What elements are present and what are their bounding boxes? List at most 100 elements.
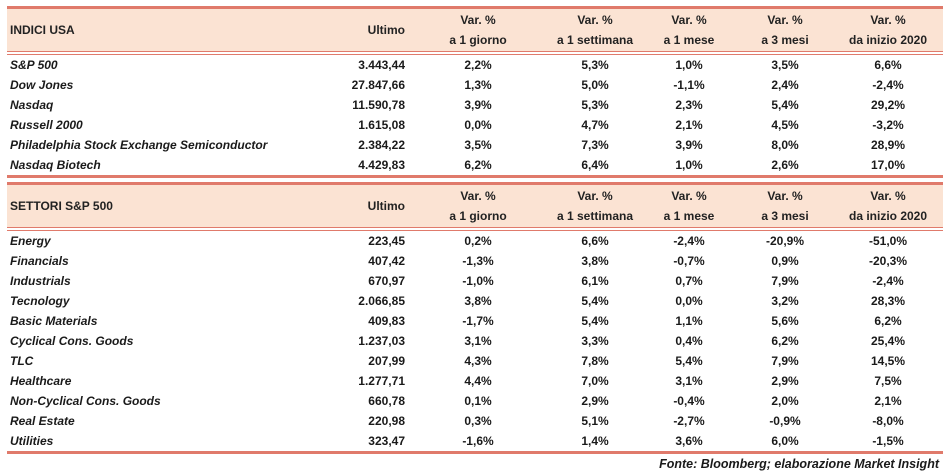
col-3mesi: Var. % a 3 mesi (761, 188, 809, 223)
col-settimana: Var. % a 1 settimana (556, 188, 634, 223)
var-ytd: 28,9% (870, 137, 906, 152)
ultimo: 223,45 (368, 233, 405, 248)
ultimo: 2.066,85 (358, 293, 405, 308)
var-giorno: -1,0% (462, 273, 494, 288)
col-ytd: Var. % da inizio 2020 (848, 12, 928, 47)
ultimo: 2.384,22 (358, 137, 405, 152)
var-ytd: 6,2% (874, 313, 902, 328)
ultimo: 1.237,03 (358, 333, 405, 348)
col-ultimo: Ultimo (367, 198, 405, 213)
table-row: TLC 207,99 4,3% 7,8% 5,4% 7,9% 14,5% (7, 351, 943, 371)
settori-table: SETTORI S&P 500 Ultimo Var. % a 1 giorno … (7, 182, 943, 454)
section-title: SETTORI S&P 500 (10, 198, 113, 213)
table-row: Nasdaq 11.590,78 3,9% 5,3% 2,3% 5,4% 29,2% (7, 95, 943, 115)
var-settimana: 3,8% (581, 253, 609, 268)
var-giorno: 3,9% (464, 97, 492, 112)
var-ytd: 28,3% (870, 293, 906, 308)
var-settimana: 6,4% (581, 157, 609, 172)
var-mese: 1,1% (675, 313, 703, 328)
var-3mesi: 4,5% (771, 117, 799, 132)
var-3mesi: 2,0% (771, 393, 799, 408)
var-ytd: 17,0% (870, 157, 906, 172)
var-ytd: 6,6% (874, 57, 902, 72)
ultimo: 220,98 (368, 413, 405, 428)
var-3mesi: 0,9% (771, 253, 799, 268)
var-ytd: -2,4% (872, 273, 904, 288)
section-title: INDICI USA (10, 22, 75, 37)
var-settimana: 6,6% (581, 233, 609, 248)
table-row: Financials 407,42 -1,3% 3,8% -0,7% 0,9% -20,3% (7, 251, 943, 271)
var-giorno: 0,2% (464, 233, 492, 248)
var-mese: 5,4% (675, 353, 703, 368)
table-row: Cyclical Cons. Goods 1.237,03 3,1% 3,3% 0,4%… (7, 331, 943, 351)
ultimo: 207,99 (368, 353, 405, 368)
var-giorno: 0,0% (464, 117, 492, 132)
row-label: Industrials (10, 273, 71, 288)
row-label: Tecnology (10, 293, 70, 308)
ultimo: 409,83 (368, 313, 405, 328)
var-settimana: 3,3% (581, 333, 609, 348)
row-label: Nasdaq Biotech (10, 157, 101, 172)
var-settimana: 7,3% (581, 137, 609, 152)
var-ytd: 2,1% (874, 393, 902, 408)
var-3mesi: 6,2% (771, 333, 799, 348)
ultimo: 670,97 (368, 273, 405, 288)
table-row: Non-Cyclical Cons. Goods 660,78 0,1% 2,9% -0… (7, 391, 943, 411)
var-3mesi: 5,6% (771, 313, 799, 328)
var-giorno: -1,3% (462, 253, 494, 268)
row-label: Dow Jones (10, 77, 74, 92)
table-row: S&P 500 3.443,44 2,2% 5,3% 1,0% 3,5% 6,6% (7, 53, 943, 75)
var-settimana: 5,3% (581, 97, 609, 112)
ultimo: 11.590,78 (352, 97, 405, 112)
row-label: Healthcare (10, 373, 72, 388)
var-settimana: 1,4% (581, 433, 609, 448)
var-3mesi: -0,9% (769, 413, 801, 428)
var-giorno: 3,5% (464, 137, 492, 152)
var-mese: 0,0% (675, 293, 703, 308)
row-label: Financials (10, 253, 69, 268)
row-label: Energy (10, 233, 51, 248)
ultimo: 660,78 (368, 393, 405, 408)
row-label: Utilities (10, 433, 54, 448)
var-settimana: 5,4% (581, 313, 609, 328)
ultimo: 1.277,71 (358, 373, 405, 388)
var-mese: 3,1% (675, 373, 703, 388)
var-ytd: -20,3% (868, 253, 908, 268)
var-3mesi: 8,0% (771, 137, 799, 152)
col-settimana: Var. % a 1 settimana (556, 12, 634, 47)
var-3mesi: 2,9% (771, 373, 799, 388)
var-giorno: 0,3% (464, 413, 492, 428)
var-giorno: -1,7% (462, 313, 494, 328)
var-mese: 2,3% (675, 97, 703, 112)
var-ytd: 7,5% (874, 373, 902, 388)
table-row: Russell 2000 1.615,08 0,0% 4,7% 2,1% 4,5% -3,2… (7, 115, 943, 135)
var-3mesi: 2,4% (771, 77, 799, 92)
table-row: Philadelphia Stock Exchange Semiconducto… (7, 135, 943, 155)
var-settimana: 5,4% (581, 293, 609, 308)
ultimo: 323,47 (368, 433, 405, 448)
var-mese: -2,7% (673, 413, 705, 428)
var-settimana: 5,1% (581, 413, 609, 428)
var-mese: -0,4% (673, 393, 705, 408)
var-giorno: 2,2% (464, 57, 492, 72)
col-giorno: Var. % a 1 giorno (449, 12, 507, 47)
col-ytd: Var. % da inizio 2020 (848, 188, 928, 223)
var-mese: -0,7% (673, 253, 705, 268)
var-settimana: 7,0% (581, 373, 609, 388)
row-label: Nasdaq (10, 97, 54, 112)
table-row: Dow Jones 27.847,66 1,3% 5,0% -1,1% 2,4% -2,4% (7, 75, 943, 95)
table-row: Utilities 323,47 -1,6% 1,4% 3,6% 6,0% -1,5% (7, 431, 943, 453)
var-giorno: 6,2% (464, 157, 492, 172)
var-settimana: 7,8% (581, 353, 609, 368)
var-mese: 0,7% (675, 273, 703, 288)
row-label: S&P 500 (10, 57, 58, 72)
var-settimana: 2,9% (581, 393, 609, 408)
var-mese: 0,4% (675, 333, 703, 348)
row-label: Cyclical Cons. Goods (10, 333, 134, 348)
var-3mesi: 2,6% (771, 157, 799, 172)
col-mese: Var. % a 1 mese (663, 188, 715, 223)
table-row: Energy 223,45 0,2% 6,6% -2,4% -20,9% -51,0% (7, 229, 943, 251)
row-label: Real Estate (10, 413, 75, 428)
header-row: SETTORI S&P 500 Ultimo Var. % a 1 giorno … (7, 183, 943, 229)
var-mese: 3,6% (675, 433, 703, 448)
